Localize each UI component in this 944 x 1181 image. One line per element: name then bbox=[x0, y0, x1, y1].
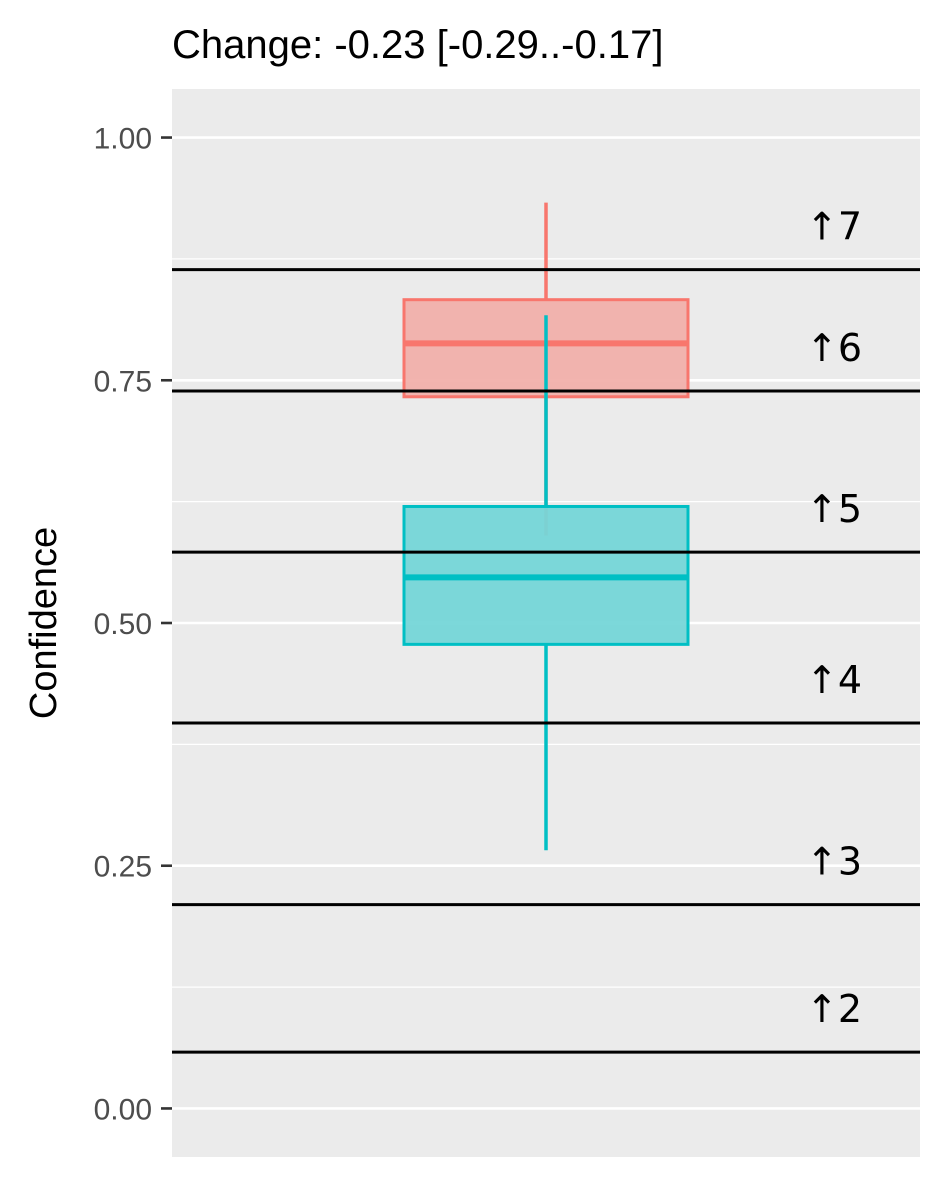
y-tick-label: 1.00 bbox=[94, 123, 152, 156]
y-tick-label: 0.75 bbox=[94, 365, 152, 398]
threshold-label: ↑7 bbox=[806, 205, 862, 249]
threshold-label: ↑6 bbox=[806, 326, 862, 370]
box-series bbox=[402, 202, 690, 851]
threshold-label: ↑5 bbox=[806, 487, 862, 531]
threshold-label: ↑4 bbox=[806, 658, 862, 702]
y-tick-label: 0.00 bbox=[94, 1093, 152, 1126]
y-tick-label: 0.25 bbox=[94, 851, 152, 884]
chart-title: Change: -0.23 [-0.29..-0.17] bbox=[172, 23, 663, 67]
threshold-lines: ↑2 ↑3 ↑4 ↑5 ↑6 ↑7 bbox=[172, 205, 920, 1054]
threshold-label: ↑2 bbox=[806, 987, 862, 1031]
y-axis: 0.00 0.25 0.50 0.75 1.00 bbox=[94, 123, 172, 1126]
box-2 bbox=[402, 315, 690, 851]
threshold-label: ↑3 bbox=[806, 840, 862, 884]
y-axis-label: Confidence bbox=[23, 527, 65, 719]
y-tick-label: 0.50 bbox=[94, 608, 152, 641]
